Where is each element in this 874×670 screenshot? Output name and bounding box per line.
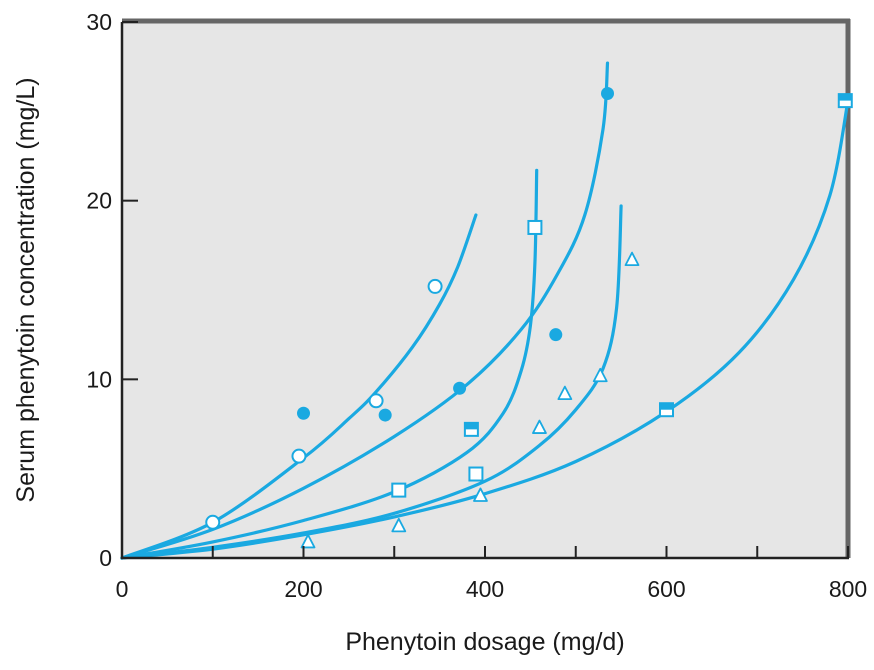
point-open-triangle (300, 534, 316, 549)
point-open-circle (368, 393, 384, 409)
point-open-triangle (532, 419, 547, 434)
curve-half-square (120, 99, 850, 560)
points-layer (205, 86, 853, 549)
point-filled-circle (297, 406, 310, 420)
y-tick-label: 20 (86, 188, 112, 214)
point-open-square (527, 219, 543, 235)
point-open-square (468, 466, 484, 482)
y-tick-labels: 0 10 20 30 (86, 9, 112, 571)
x-tick-label: 400 (466, 576, 504, 602)
point-open-circle (205, 514, 221, 530)
y-axis-title: Serum phenytoin concentration (mg/L) (12, 77, 40, 502)
point-filled-circle (378, 408, 392, 422)
x-tick-label: 0 (116, 576, 129, 602)
point-open-triangle (624, 251, 640, 267)
point-half-square (463, 421, 479, 437)
point-open-circle (427, 278, 443, 294)
x-tick-label: 600 (647, 576, 685, 602)
curve-filled-circle (120, 61, 610, 560)
point-open-triangle (592, 367, 608, 383)
point-half-square-fill (838, 94, 852, 101)
point-filled-circle (549, 328, 563, 342)
curve-open-triangle (120, 204, 623, 560)
x-tick-label: 800 (829, 576, 867, 602)
y-tick-label: 0 (99, 545, 112, 571)
y-tick-label: 30 (86, 9, 112, 35)
point-open-triangle (391, 517, 407, 533)
x-tick-label: 200 (284, 576, 322, 602)
y-tick-label: 10 (86, 366, 112, 392)
x-axis-title: Phenytoin dosage (mg/d) (345, 628, 624, 656)
point-open-triangle (557, 385, 573, 401)
plot-background (122, 22, 848, 558)
point-filled-circle (601, 86, 615, 100)
point-open-circle (291, 448, 307, 464)
curve-open-square (120, 168, 539, 560)
point-filled-circle (453, 381, 467, 395)
ticks-layer (121, 21, 849, 559)
point-half-square-fill (464, 422, 478, 430)
x-tick-labels: 0 200 400 600 800 (116, 576, 868, 602)
point-open-triangle (473, 487, 488, 502)
point-half-square (659, 402, 674, 418)
point-half-square (837, 93, 853, 109)
point-open-square (391, 482, 407, 498)
point-half-square-fill (660, 403, 673, 410)
